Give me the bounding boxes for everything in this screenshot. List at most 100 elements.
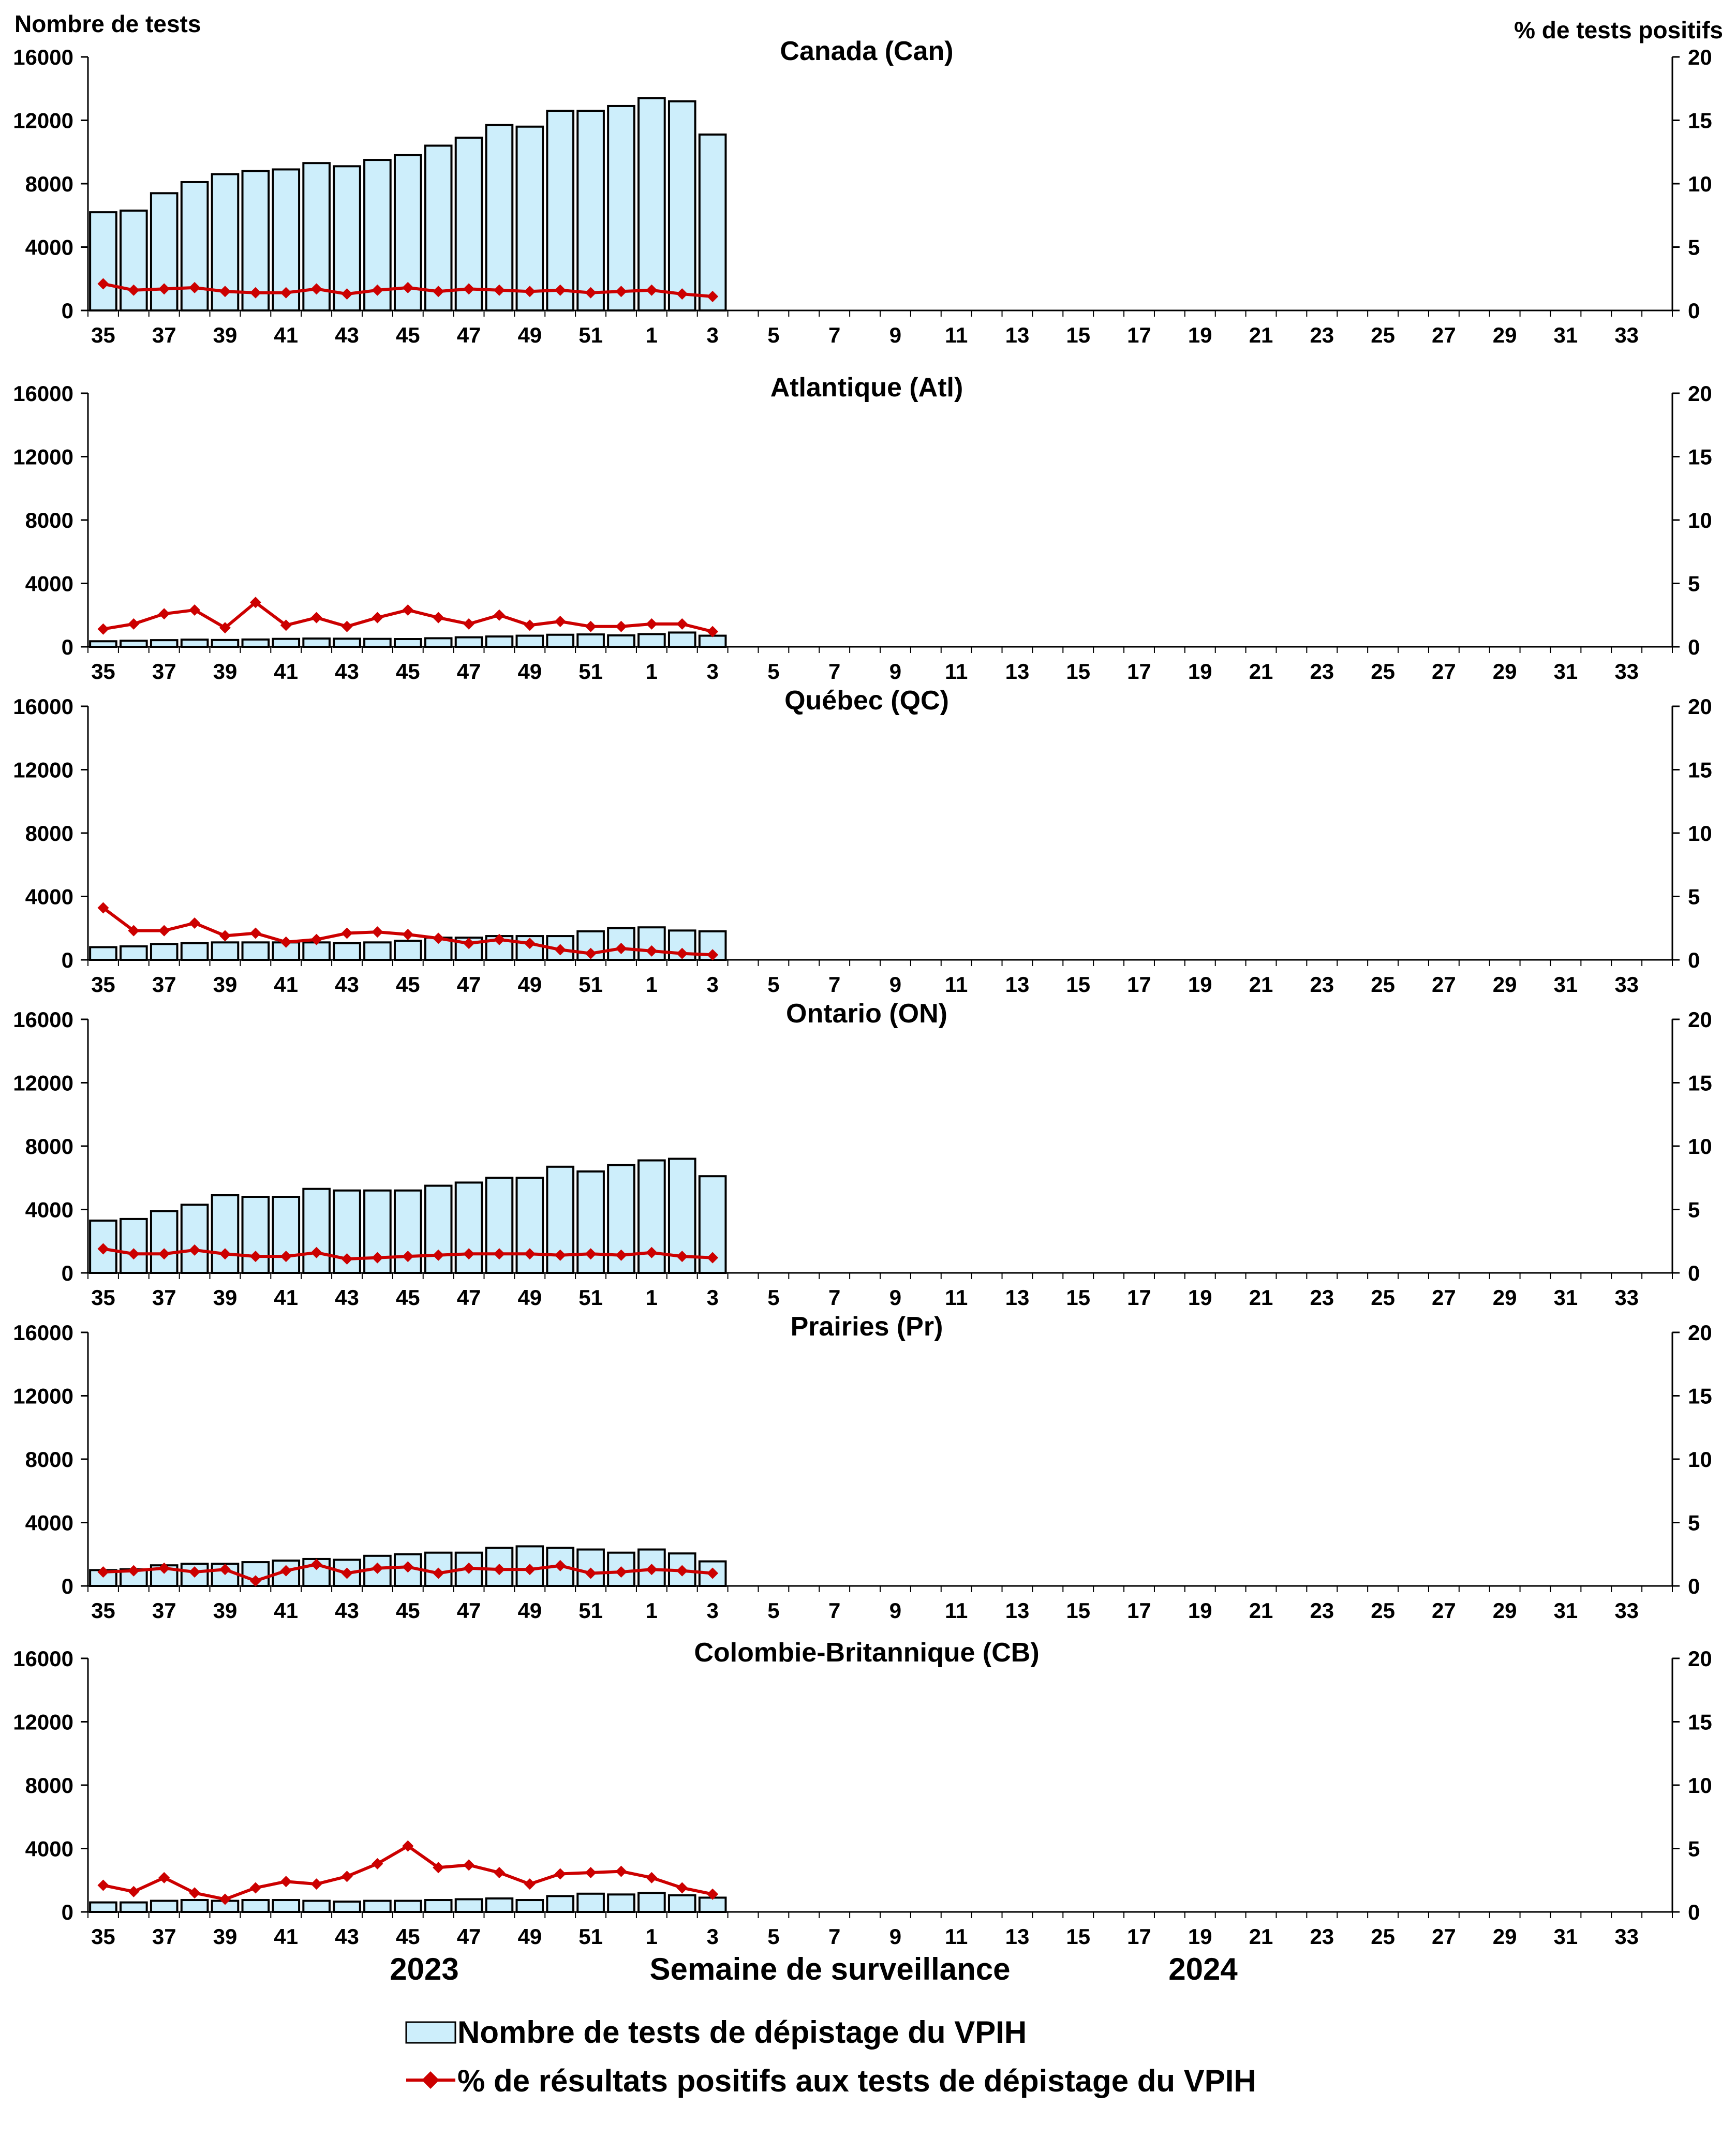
panel-title: Colombie-Britannique (CB) (694, 1638, 1039, 1668)
pct-point-week-43 (341, 927, 353, 939)
left-tick-label: 4000 (25, 885, 73, 909)
bar-week-45 (393, 1899, 422, 1913)
bar-week-51 (576, 1170, 605, 1274)
pct-point-week-42 (310, 612, 322, 624)
x-tick-label: 25 (1371, 1924, 1395, 1949)
x-tick-label: 9 (889, 1285, 901, 1310)
pct-point-week-47 (463, 1562, 475, 1574)
bar-week-51 (576, 633, 605, 648)
x-tick-label: 35 (91, 1924, 115, 1949)
bar-week-36 (120, 945, 148, 961)
bar-week-35 (89, 1901, 117, 1913)
x-tick-label: 15 (1066, 1285, 1090, 1310)
pct-point-week-49 (524, 286, 536, 298)
bar-week-42 (302, 1188, 331, 1274)
x-tick-label: 47 (457, 972, 481, 997)
right-tick-label: 5 (1688, 235, 1700, 260)
pct-point-week-50 (554, 284, 566, 296)
pct-point-week-37 (158, 1872, 170, 1883)
pct-point-week-40 (249, 597, 261, 609)
x-tick-label: 21 (1249, 659, 1273, 684)
pct-point-week-48 (493, 284, 505, 296)
x-tick-label: 31 (1554, 659, 1578, 684)
bar-week-49 (515, 125, 544, 311)
left-tick-label: 8000 (25, 1134, 73, 1159)
left-tick-label: 12000 (13, 1710, 73, 1734)
pct-point-week-1 (646, 284, 658, 296)
x-tick-label: 51 (578, 1285, 603, 1310)
x-tick-label: 9 (889, 972, 901, 997)
x-tick-label: 43 (335, 323, 359, 347)
x-tick-label: 49 (517, 972, 542, 997)
left-axis-title: Nombre de tests (14, 10, 201, 37)
panel-title: Ontario (ON) (786, 999, 947, 1029)
x-tick-label: 27 (1432, 972, 1456, 997)
x-tick-label: 27 (1432, 659, 1456, 684)
x-tick-label: 7 (828, 659, 840, 684)
pct-point-week-36 (128, 1565, 140, 1577)
x-tick-label: 5 (767, 972, 779, 997)
right-tick-label: 20 (1688, 381, 1712, 406)
left-tick-label: 0 (62, 1900, 73, 1924)
right-tick-label: 5 (1688, 1837, 1700, 1861)
pct-point-week-44 (372, 284, 383, 296)
bar-week-37 (150, 639, 179, 648)
pct-point-week-36 (128, 618, 140, 630)
pct-point-week-45 (402, 281, 414, 293)
x-tick-label: 19 (1188, 972, 1212, 997)
x-tick-label: 29 (1493, 1924, 1517, 1949)
pct-point-week-49 (524, 1248, 536, 1260)
pct-point-week-37 (158, 1248, 170, 1260)
pct-point-week-37 (158, 608, 170, 620)
bar-week-47 (454, 137, 483, 311)
pct-point-week-51 (585, 1867, 597, 1879)
right-axis-title: % de tests positifs (1514, 17, 1723, 43)
x-tick-label: 39 (213, 972, 238, 997)
x-tick-label: 7 (828, 1924, 840, 1949)
bar-week-41 (272, 168, 301, 311)
pct-point-week-40 (249, 1251, 261, 1263)
pct-point-week-3 (707, 1252, 719, 1264)
x-tick-label: 25 (1371, 1598, 1395, 1623)
pct-point-week-49 (524, 619, 536, 631)
pct-point-week-51 (585, 947, 597, 959)
x-tick-label: 27 (1432, 323, 1456, 347)
bar-week-46 (424, 1899, 453, 1913)
x-tick-label: 13 (1005, 1285, 1030, 1310)
pct-point-week-3 (707, 626, 719, 637)
x-tick-label: 49 (517, 1924, 542, 1949)
x-tick-label: 47 (457, 659, 481, 684)
x-tick-label: 5 (767, 1598, 779, 1623)
bar-week-38 (180, 942, 209, 961)
bar-week-1 (637, 97, 666, 311)
pct-point-week-3 (707, 949, 719, 961)
right-tick-label: 5 (1688, 1511, 1700, 1535)
x-tick-label: 17 (1127, 323, 1151, 347)
legend-line-label: % de résultats positifs aux tests de dép… (457, 2064, 1256, 2098)
x-tick-label: 31 (1554, 1285, 1578, 1310)
x-tick-label: 11 (945, 972, 968, 997)
right-tick-label: 10 (1688, 1134, 1712, 1159)
x-tick-label: 41 (274, 1285, 298, 1310)
x-tick-label: 19 (1188, 323, 1212, 347)
left-tick-label: 16000 (13, 381, 73, 406)
x-tick-label: 51 (578, 1924, 603, 1949)
panel-4: Prairies (Pr)040008000120001600005101520… (13, 1312, 1712, 1623)
x-tick-label: 21 (1249, 972, 1273, 997)
bar-week-38 (180, 1899, 209, 1913)
panel-5: Colombie-Britannique (CB) 0 4000 8000 12000 1… (13, 1638, 1712, 1949)
pct-point-week-3 (707, 1567, 719, 1579)
bar-week-37 (150, 1210, 179, 1274)
bar-week-42 (302, 1899, 331, 1913)
pct-point-week-2 (676, 1882, 688, 1894)
pct-point-week-43 (341, 1871, 353, 1882)
right-tick-label: 10 (1688, 821, 1712, 845)
pct-point-week-39 (219, 1893, 231, 1905)
right-tick-label: 0 (1688, 1261, 1700, 1285)
panel-1: Atlantique (Atl) 0 4000 8000 12000 16000 0 5 10 1… (13, 373, 1712, 684)
x-tick-label: 7 (828, 972, 840, 997)
pct-point-week-43 (341, 1567, 353, 1579)
pct-point-week-48 (493, 1867, 505, 1879)
pct-point-week-40 (249, 1575, 261, 1587)
x-tick-label: 33 (1614, 1924, 1639, 1949)
